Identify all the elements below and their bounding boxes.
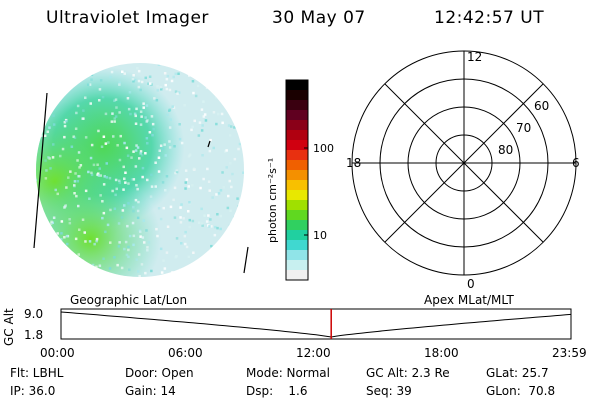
colorbar-label: photon cm⁻²s⁻¹ [266, 158, 279, 243]
color-bar-swatch [286, 250, 308, 261]
altitude-curve [60, 311, 572, 338]
color-bar-swatch [286, 80, 308, 91]
status-gain: Gain: 14 [125, 384, 176, 398]
uv-image [33, 63, 249, 277]
color-bar-swatch [286, 100, 308, 111]
time-tick-0000: 00:00 [40, 346, 75, 360]
mlt-label-12: 12 [467, 50, 482, 64]
timeline-frame [60, 308, 572, 340]
color-bar-swatch [286, 240, 308, 251]
lat-label-70: 70 [516, 121, 531, 135]
color-bar-swatch [286, 120, 308, 131]
lat-label-80: 80 [498, 143, 513, 157]
color-bar-swatch [286, 150, 308, 161]
status-glon: GLon: 70.8 [486, 384, 556, 398]
tick-mark [207, 140, 211, 148]
color-bar-frame [285, 79, 309, 281]
color-bar-swatch [286, 110, 308, 121]
color-bar-swatch [286, 200, 308, 211]
color-bar-swatch [286, 260, 308, 271]
color-bar-swatch [286, 230, 308, 241]
colorbar-tick-100: 100 [313, 142, 334, 155]
color-bar-swatch [286, 130, 308, 141]
colorbar-tick-10: 10 [313, 229, 327, 242]
time-label: 12:42:57 UT [434, 8, 545, 28]
instrument-title: Ultraviolet Imager [46, 8, 209, 28]
status-ip: IP: 36.0 [10, 384, 56, 398]
time-tick-0600: 06:00 [168, 346, 203, 360]
edge-tick [243, 246, 249, 274]
status-glat: GLat: 25.7 [486, 366, 549, 380]
geographic-label: Geographic Lat/Lon [70, 293, 188, 307]
time-tick-1800: 18:00 [424, 346, 459, 360]
status-door: Door: Open [125, 366, 194, 380]
color-bar-swatch [286, 220, 308, 231]
color-bar-swatches [286, 80, 308, 281]
polar-plot: 12 18 6 0 60 70 80 [346, 50, 580, 291]
mlt-label-6: 6 [572, 156, 580, 170]
color-bar-swatch [286, 170, 308, 181]
color-bar-swatch [286, 90, 308, 101]
gc-alt-axis-title: GC Alt [2, 308, 16, 346]
color-bar-swatch [286, 210, 308, 221]
date-label: 30 May 07 [272, 8, 366, 28]
status-seq: Seq: 39 [366, 384, 412, 398]
color-bar: photon cm⁻²s⁻¹ [266, 79, 309, 281]
color-bar-swatch [286, 270, 308, 281]
altitude-timeline [60, 308, 572, 340]
terminator-line [33, 92, 48, 249]
status-gc-alt: GC Alt: 2.3 Re [366, 366, 450, 380]
mlt-label-0: 0 [467, 277, 475, 291]
color-bar-swatch [286, 160, 308, 171]
y-top-label: 9.0 [24, 307, 44, 321]
time-tick-1200: 12:00 [296, 346, 331, 360]
time-tick-2359: 23:59 [552, 346, 587, 360]
status-dsp: Dsp: 1.6 [246, 384, 308, 398]
polar-diagonal-2 [384, 83, 544, 243]
status-flt: Flt: LBHL [10, 366, 64, 380]
color-bar-swatch [286, 180, 308, 191]
mlt-label-18: 18 [346, 156, 361, 170]
color-bar-swatch [286, 140, 308, 151]
apex-label: Apex MLat/MLT [424, 293, 514, 307]
status-mode: Mode: Normal [246, 366, 330, 380]
y-bottom-label: 1.8 [24, 328, 44, 342]
color-bar-swatch [286, 190, 308, 201]
lat-label-60: 60 [534, 99, 549, 113]
